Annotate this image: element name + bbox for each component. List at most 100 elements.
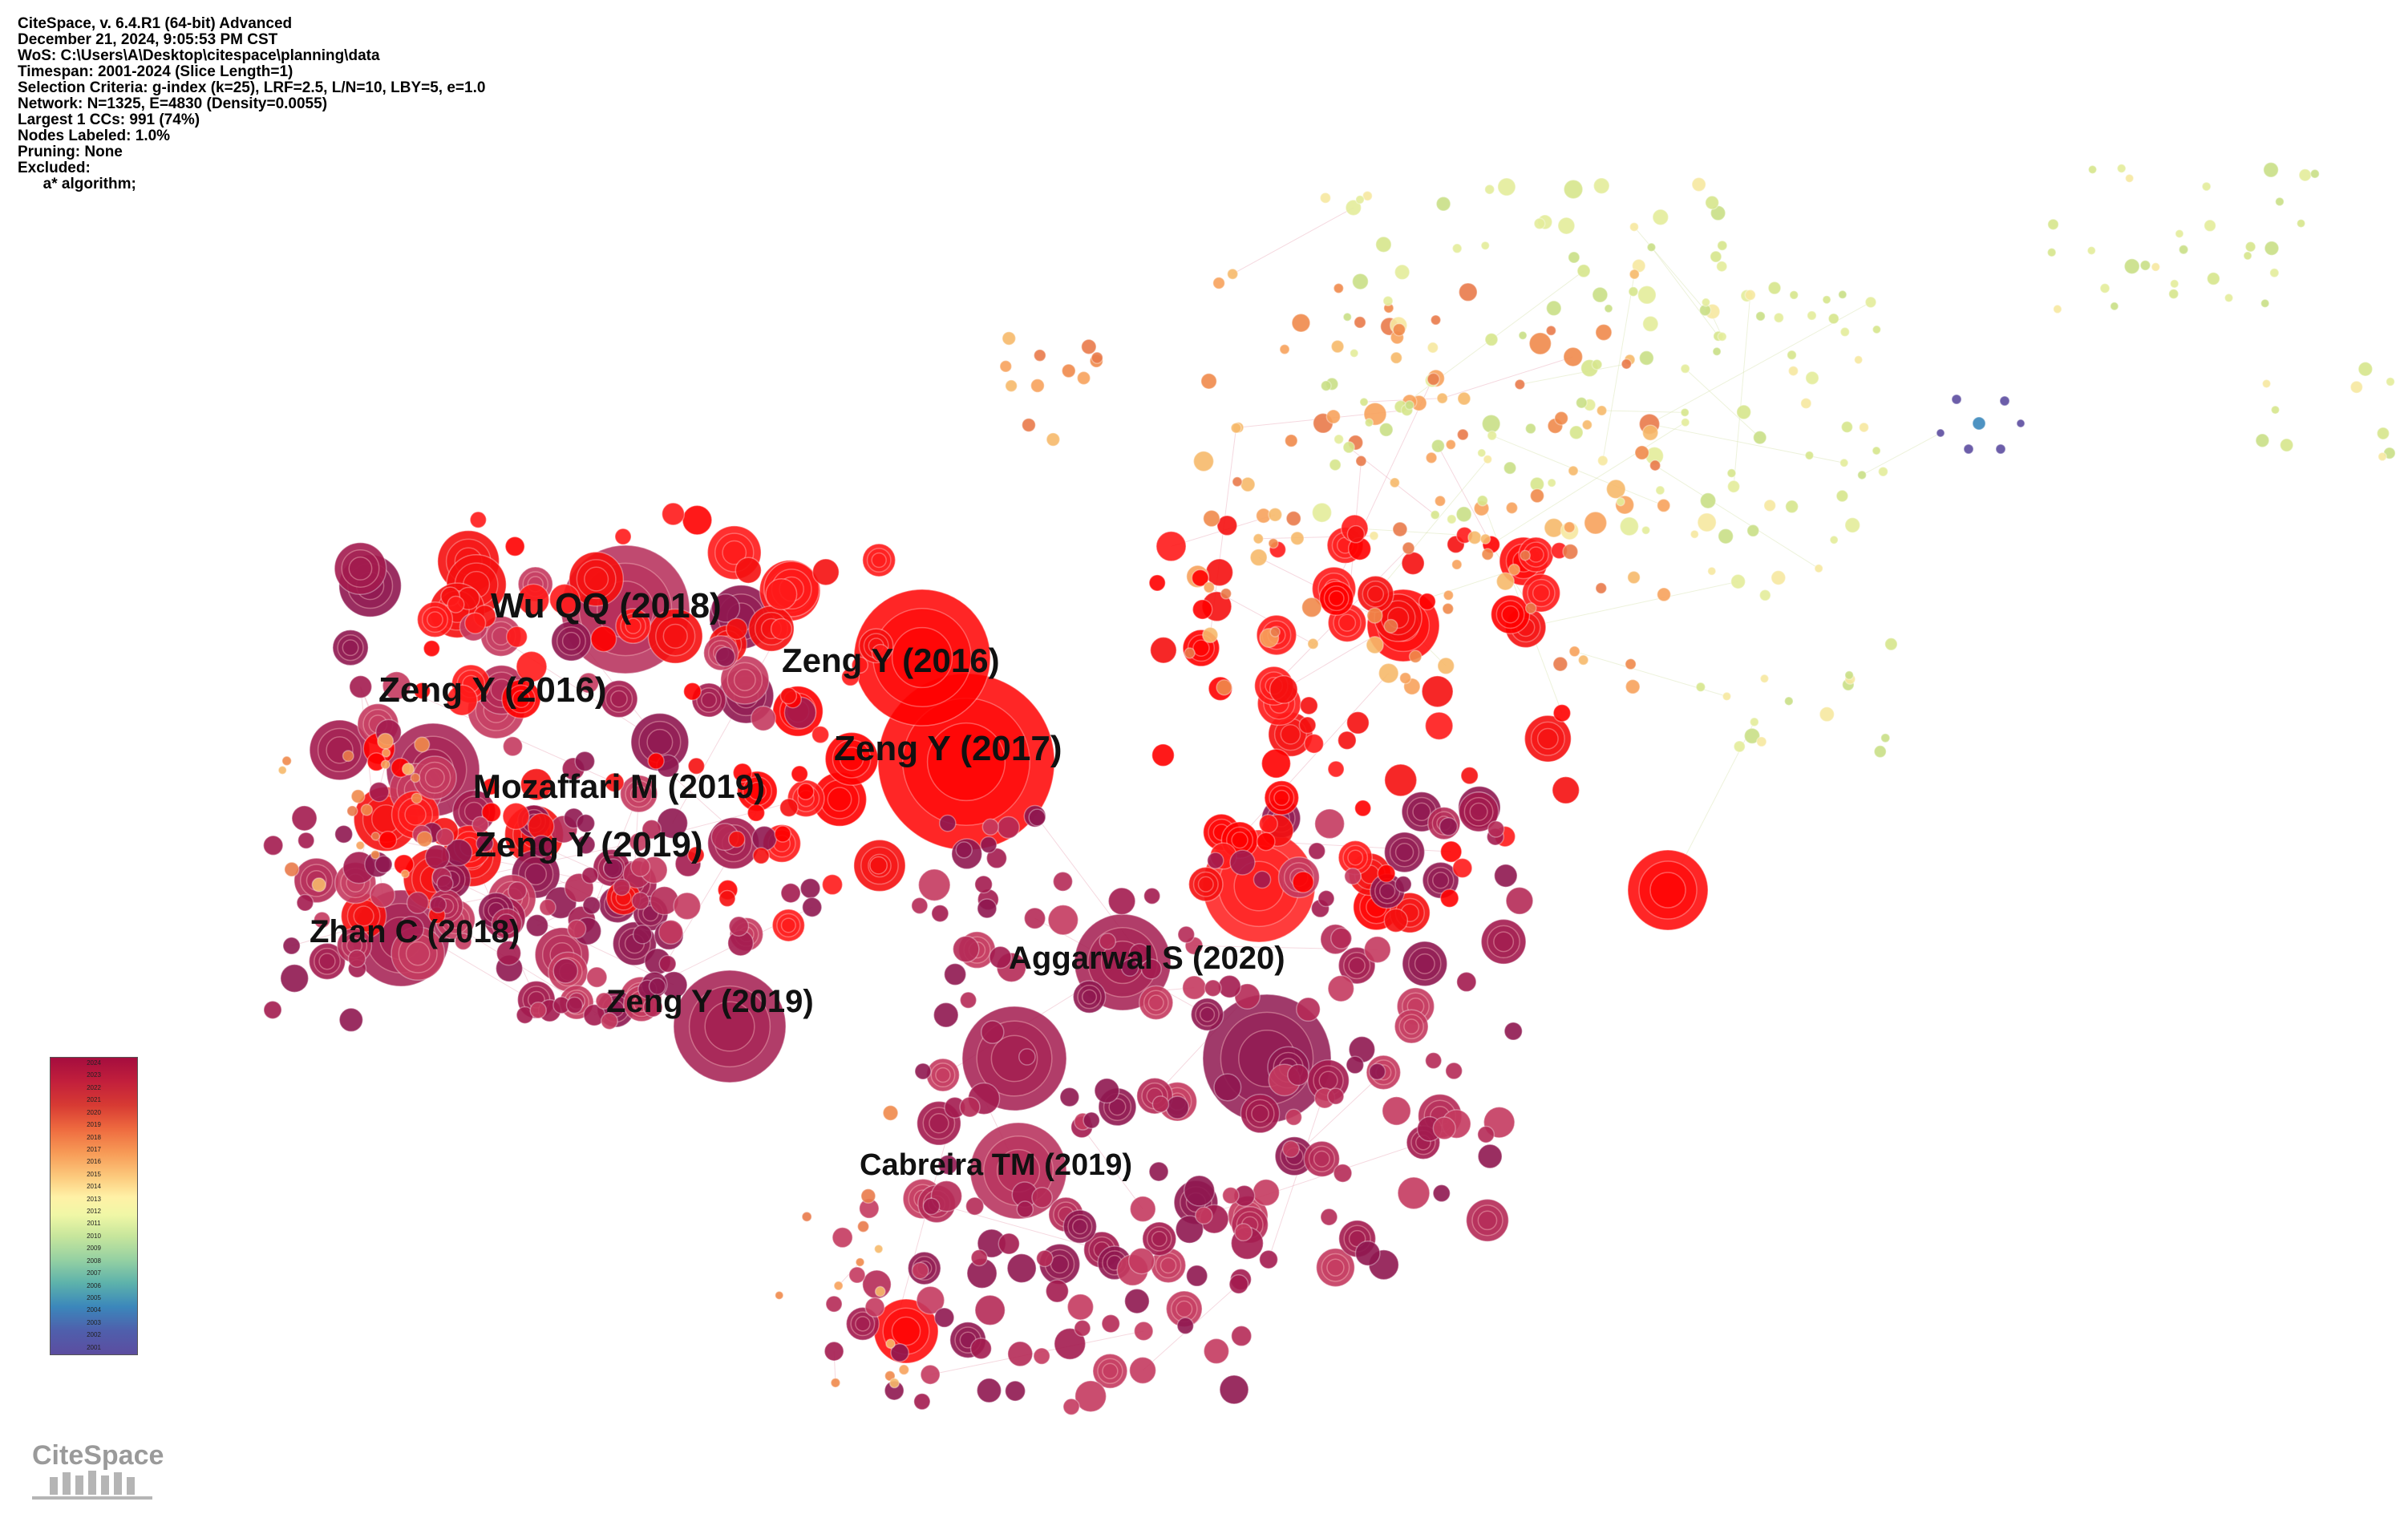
network-node[interactable] — [517, 583, 550, 616]
network-node[interactable] — [1656, 587, 1672, 602]
network-node[interactable] — [1656, 498, 1671, 513]
network-node[interactable] — [811, 771, 868, 828]
network-node[interactable] — [1140, 958, 1162, 980]
network-node[interactable] — [520, 767, 553, 801]
network-node[interactable] — [1333, 282, 1345, 294]
network-node[interactable] — [1726, 480, 1741, 493]
network-node[interactable] — [1465, 1198, 1510, 1242]
network-node[interactable] — [1690, 529, 1700, 539]
network-node[interactable] — [933, 1002, 959, 1028]
network-node[interactable] — [1431, 439, 1446, 453]
network-node[interactable] — [1568, 465, 1579, 476]
network-node[interactable] — [370, 849, 381, 860]
network-node[interactable] — [1829, 535, 1839, 545]
network-node[interactable] — [1354, 316, 1366, 329]
network-node[interactable] — [613, 878, 631, 897]
network-node[interactable] — [1394, 1009, 1429, 1044]
network-node[interactable] — [1484, 332, 1499, 347]
network-node[interactable] — [830, 1377, 841, 1388]
network-node[interactable] — [1872, 446, 1881, 455]
network-node[interactable] — [1432, 1184, 1451, 1203]
network-node[interactable] — [1596, 405, 1608, 416]
network-node[interactable] — [1477, 1143, 1503, 1169]
network-node[interactable] — [1072, 980, 1107, 1014]
network-node[interactable] — [1717, 331, 1727, 342]
network-node[interactable] — [1083, 1111, 1100, 1129]
network-node[interactable] — [530, 835, 553, 858]
network-node[interactable] — [1424, 1051, 1443, 1070]
network-node[interactable] — [1408, 650, 1423, 664]
network-node[interactable] — [1625, 678, 1641, 694]
network-node[interactable] — [632, 924, 653, 945]
network-node[interactable] — [998, 1233, 1021, 1255]
network-node[interactable] — [710, 593, 741, 623]
network-node[interactable] — [413, 682, 431, 700]
network-node[interactable] — [1759, 674, 1770, 684]
network-node[interactable] — [436, 875, 454, 893]
network-node[interactable] — [735, 557, 763, 584]
network-node[interactable] — [1497, 177, 1516, 196]
network-node[interactable] — [280, 963, 310, 994]
network-node[interactable] — [1951, 394, 1962, 405]
network-node[interactable] — [1767, 281, 1782, 295]
network-node[interactable] — [2378, 451, 2387, 462]
network-node[interactable] — [1545, 325, 1557, 337]
network-node[interactable] — [355, 840, 366, 851]
network-node[interactable] — [1649, 459, 1661, 472]
network-node[interactable] — [797, 783, 815, 800]
network-node[interactable] — [2123, 258, 2140, 275]
network-node[interactable] — [1544, 517, 1564, 538]
network-node[interactable] — [1445, 439, 1457, 451]
network-node[interactable] — [1427, 372, 1440, 387]
network-node[interactable] — [1487, 430, 1498, 441]
network-node[interactable] — [1432, 1116, 1456, 1140]
network-node[interactable] — [1547, 478, 1557, 488]
network-node[interactable] — [888, 1378, 900, 1389]
network-node[interactable] — [1304, 733, 1325, 754]
network-node[interactable] — [1007, 1341, 1034, 1367]
network-node[interactable] — [1839, 458, 1849, 468]
network-node[interactable] — [1315, 1248, 1356, 1288]
network-node[interactable] — [1726, 468, 1737, 479]
network-node[interactable] — [1634, 445, 1650, 460]
network-node[interactable] — [1773, 312, 1785, 323]
network-node[interactable] — [974, 1294, 1006, 1326]
network-node[interactable] — [873, 1244, 884, 1254]
network-node[interactable] — [346, 805, 358, 817]
network-node[interactable] — [1784, 500, 1799, 514]
network-node[interactable] — [856, 1220, 870, 1233]
network-node[interactable] — [1701, 298, 1711, 307]
network-node[interactable] — [2244, 241, 2256, 253]
network-node[interactable] — [482, 777, 500, 795]
network-node[interactable] — [1864, 296, 1877, 309]
network-node[interactable] — [1234, 1223, 1253, 1242]
network-node[interactable] — [406, 891, 430, 915]
network-node[interactable] — [1252, 1178, 1281, 1207]
network-node[interactable] — [2206, 271, 2220, 286]
network-node[interactable] — [1256, 832, 1276, 852]
network-node[interactable] — [1289, 531, 1305, 546]
network-node[interactable] — [1183, 1175, 1216, 1207]
network-node[interactable] — [980, 836, 998, 854]
network-node[interactable] — [2357, 361, 2374, 377]
network-node[interactable] — [1460, 766, 1479, 785]
network-node[interactable] — [1185, 1265, 1208, 1287]
network-node[interactable] — [811, 725, 830, 744]
network-node[interactable] — [2296, 218, 2306, 229]
network-node[interactable] — [1427, 342, 1439, 354]
network-node[interactable] — [1229, 849, 1256, 876]
network-node[interactable] — [1752, 430, 1767, 445]
network-node[interactable] — [824, 731, 879, 786]
network-node[interactable] — [2175, 229, 2184, 239]
network-node[interactable] — [1369, 530, 1379, 541]
network-node[interactable] — [2151, 261, 2161, 272]
network-node[interactable] — [658, 919, 684, 945]
network-node[interactable] — [2110, 302, 2119, 311]
network-node[interactable] — [2178, 244, 2189, 255]
network-node[interactable] — [378, 830, 398, 850]
network-node[interactable] — [1194, 1206, 1213, 1225]
network-node[interactable] — [525, 913, 549, 937]
network-node[interactable] — [1268, 507, 1283, 522]
network-node[interactable] — [1384, 763, 1418, 797]
network-node[interactable] — [1378, 422, 1394, 437]
